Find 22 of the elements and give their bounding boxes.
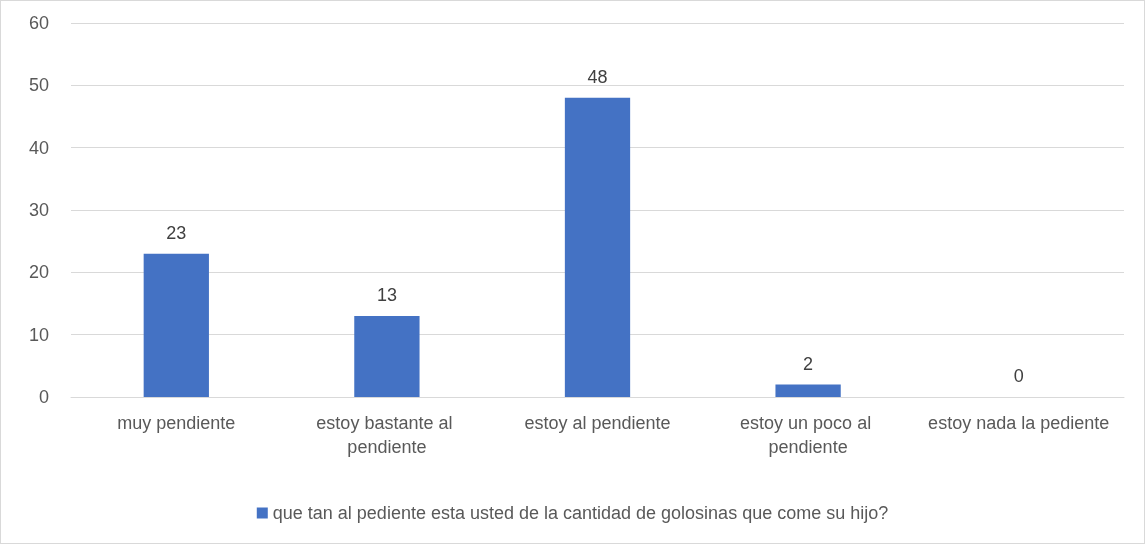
data-label: 0 (1013, 366, 1024, 386)
y-tick-label: 30 (28, 200, 49, 220)
y-tick-label: 60 (28, 13, 49, 33)
data-label: 48 (587, 66, 608, 87)
bar (143, 253, 209, 397)
data-label: 23 (166, 222, 187, 243)
data-label: 2 (803, 353, 814, 374)
y-tick-label: 0 (38, 387, 49, 407)
bar (564, 97, 631, 397)
y-tick-label: 40 (28, 137, 49, 158)
bar (354, 315, 420, 397)
x-tick-label: estoy al pendiente (524, 413, 671, 433)
x-tick-label: estoy bastante al pendiente (316, 413, 458, 457)
y-tick-label: 10 (28, 324, 49, 345)
data-label: 13 (376, 284, 397, 305)
legend-label: que tan al pediente esta usted de la cantidad de golosinas que come su hijo? (272, 503, 889, 523)
bar (775, 384, 841, 397)
y-tick-label: 50 (28, 75, 49, 96)
y-tick-label: 20 (28, 262, 49, 283)
x-tick-label: estoy nada la pediente (928, 413, 1110, 433)
x-tick-label: muy pendiente (117, 413, 236, 433)
x-tick-label: estoy un poco al pendiente (740, 413, 877, 457)
